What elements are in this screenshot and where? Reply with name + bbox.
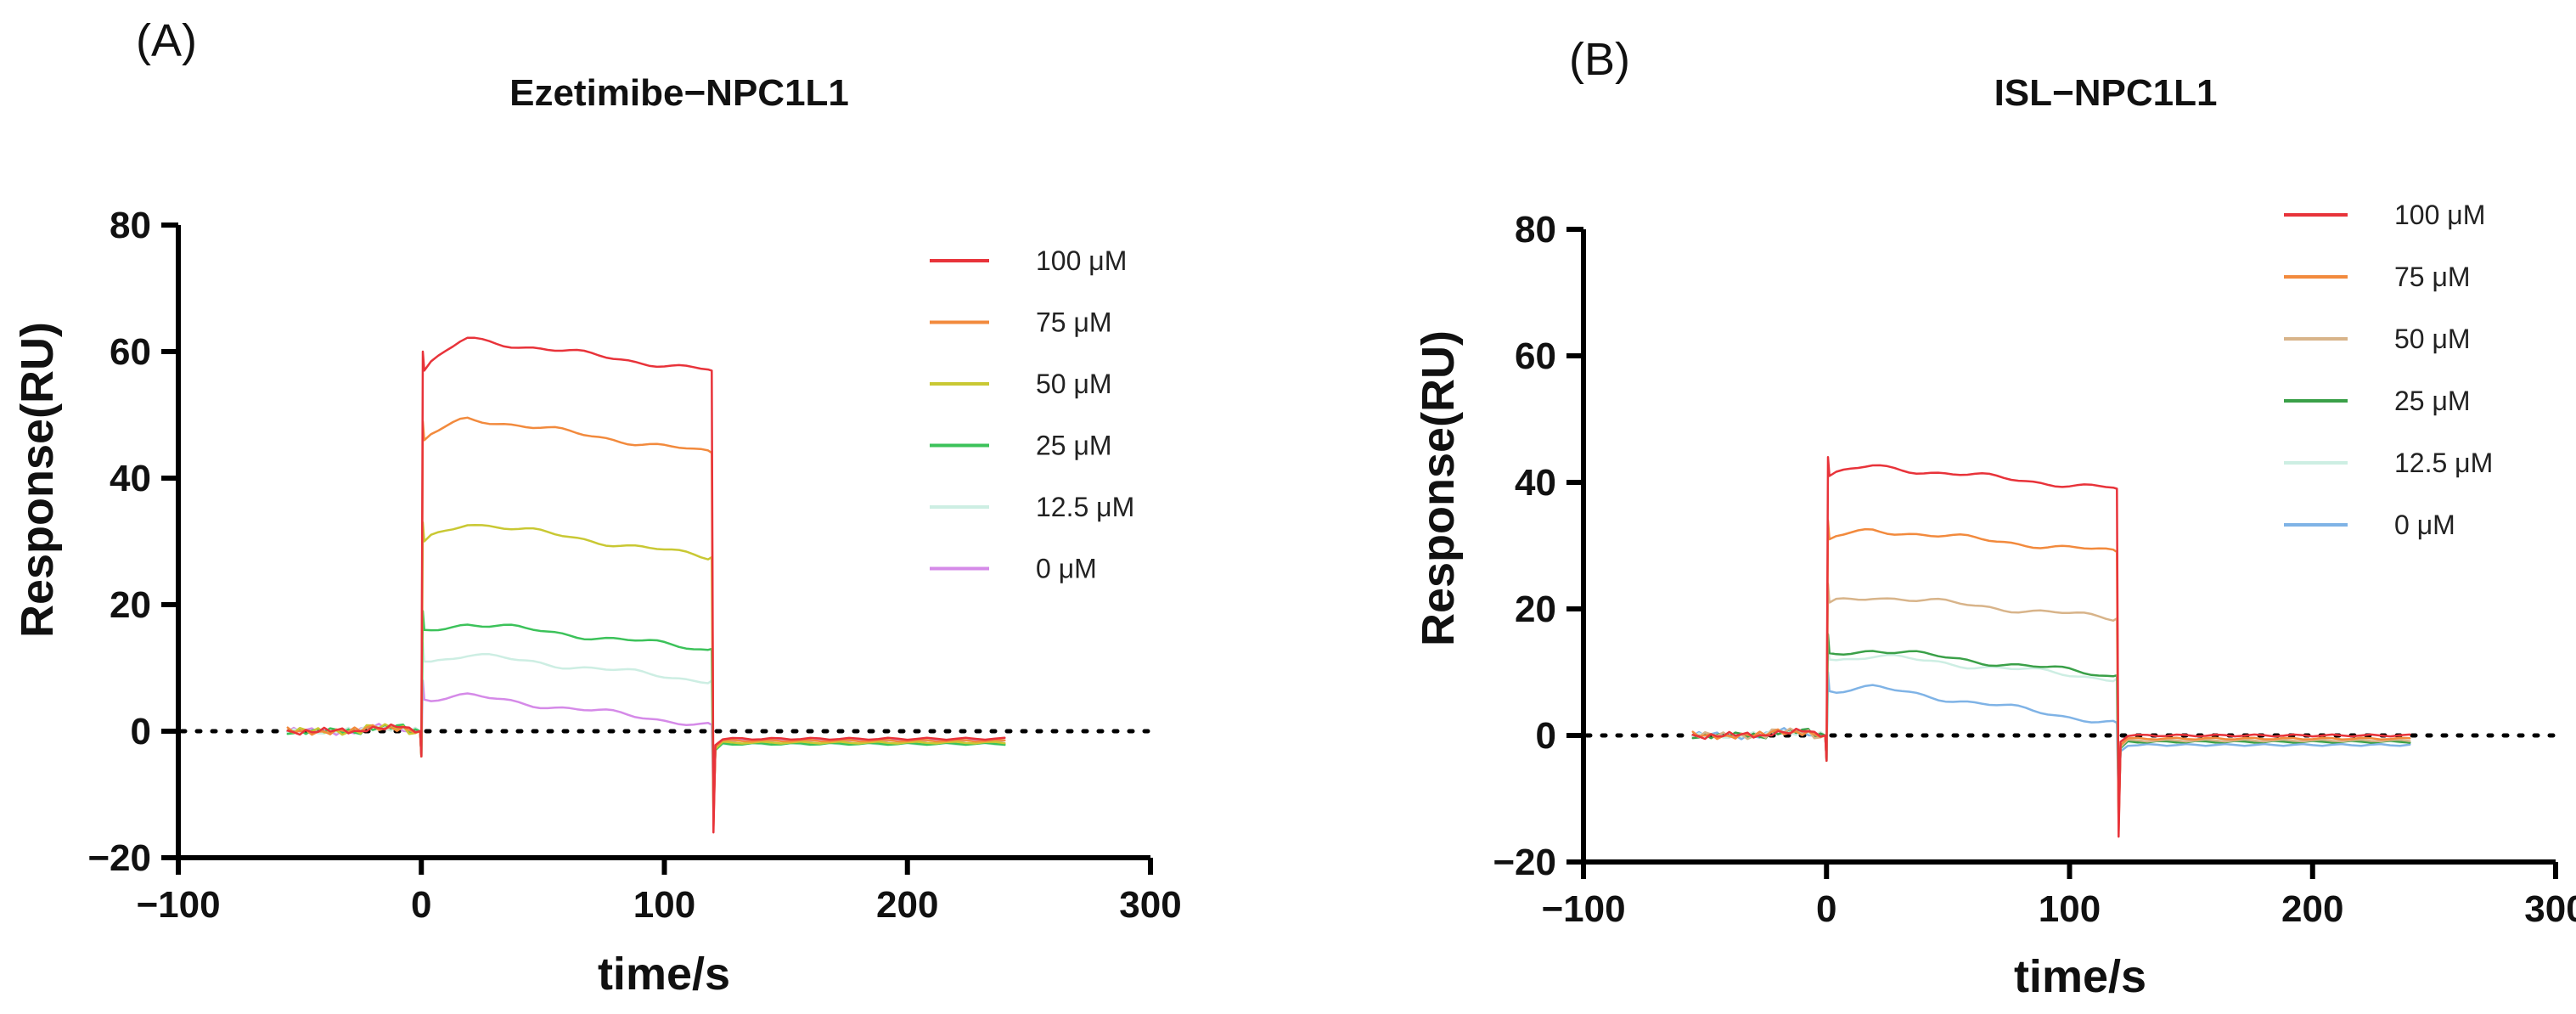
- legend-label: 50 μM: [1036, 369, 1112, 399]
- y-tick-label: 0: [1536, 715, 1556, 757]
- x-tick-label: 300: [1119, 884, 1181, 926]
- series-line-100uM: [286, 336, 1006, 834]
- series-line-12.5uM: [286, 641, 1006, 808]
- chart-title-a: Ezetimibe−NPC1L1: [509, 72, 849, 114]
- series-line-25uM: [1691, 633, 2411, 820]
- y-tick-label: 40: [1515, 462, 1556, 504]
- y-tick-label: 20: [1515, 589, 1556, 630]
- x-tick-label: 100: [633, 884, 695, 926]
- series-line-25uM: [286, 610, 1006, 815]
- series-line-100uM: [1691, 455, 2411, 838]
- panel-label-a: (A): [136, 15, 197, 66]
- legend-label: 25 μM: [2394, 386, 2471, 416]
- y-tick-label: −20: [1493, 842, 1556, 883]
- legend-label: 0 μM: [1036, 554, 1097, 584]
- y-tick-label: 40: [110, 458, 151, 499]
- legend-label: 0 μM: [2394, 510, 2455, 540]
- chart-panel-b: (B) ISL−NPC1L1 Response(RU) time/s −20 0 2…: [1413, 34, 2576, 1002]
- series-line-50uM: [286, 521, 1006, 821]
- legend-label: 12.5 μM: [2394, 448, 2493, 478]
- y-axis-label-a: Response(RU): [12, 322, 63, 638]
- series-line-75uM: [1691, 519, 2411, 832]
- y-axis-label-b: Response(RU): [1413, 330, 1464, 646]
- x-axis-label-b: time/s: [2014, 951, 2146, 1002]
- x-tick-label: 100: [2039, 888, 2101, 930]
- y-tick-label: 20: [110, 584, 151, 626]
- y-tick-label: 60: [1515, 335, 1556, 377]
- series-line-75uM: [286, 416, 1006, 828]
- x-axis-label-a: time/s: [598, 949, 730, 1000]
- legend-label: 12.5 μM: [1036, 492, 1134, 522]
- panel-label-b: (B): [1569, 34, 1630, 85]
- chart-title-b: ISL−NPC1L1: [1994, 72, 2218, 114]
- series-line-50uM: [1691, 582, 2411, 825]
- y-tick-label: 80: [110, 205, 151, 246]
- legend-label: 100 μM: [1036, 245, 1127, 276]
- x-tick-label: 200: [2281, 888, 2343, 930]
- y-tick-label: −20: [87, 837, 151, 879]
- x-tick-label: −100: [136, 884, 220, 926]
- legend-label: 75 μM: [1036, 307, 1112, 338]
- y-tick-label: 60: [110, 331, 151, 373]
- x-tick-label: 0: [411, 884, 431, 926]
- y-tick-label: 80: [1515, 209, 1556, 251]
- x-tick-label: 300: [2524, 888, 2576, 930]
- legend-label: 50 μM: [2394, 324, 2471, 354]
- legend-label: 25 μM: [1036, 431, 1112, 461]
- y-tick-label: 0: [131, 711, 151, 752]
- legend-label: 75 μM: [2394, 262, 2471, 292]
- x-tick-label: −100: [1541, 888, 1625, 930]
- x-tick-label: 200: [876, 884, 938, 926]
- x-tick-label: 0: [1816, 888, 1836, 930]
- chart-panel-a: (A) Ezetimibe−NPC1L1 Response(RU) time/s…: [12, 15, 1182, 1000]
- legend-label: 100 μM: [2394, 200, 2485, 230]
